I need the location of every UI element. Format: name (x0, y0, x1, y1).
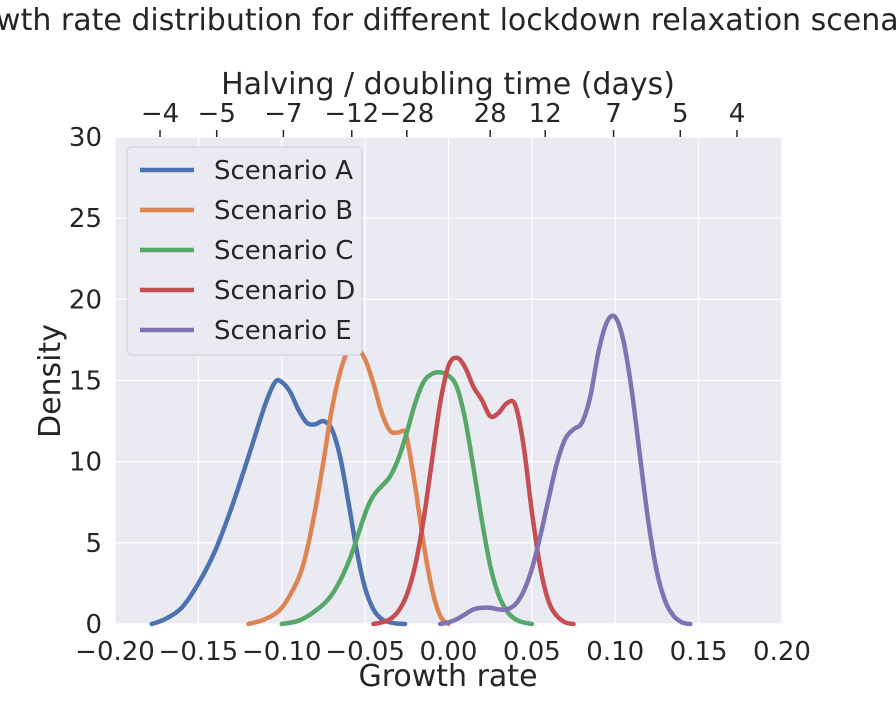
legend-frame (126, 146, 363, 356)
x-tick-label: 0.05 (503, 637, 561, 667)
y-tick-label: 5 (85, 529, 102, 559)
top-tick-label: 28 (474, 99, 507, 129)
x-tick-label: −0.20 (75, 637, 155, 667)
legend-entry-label: Scenario D (214, 276, 355, 306)
y-tick-label: 10 (69, 448, 102, 478)
x-tick-label: −0.05 (325, 637, 405, 667)
series-line-e (437, 313, 693, 627)
series-layer (149, 313, 693, 627)
legend-entry-label: Scenario E (214, 316, 352, 346)
y-axis-label: Density (33, 324, 68, 438)
series-line-a (149, 377, 408, 627)
series-line-c (279, 370, 535, 627)
top-tick-label: 12 (529, 99, 562, 129)
x-tick-label: 0.15 (670, 637, 728, 667)
top-tick-label: −7 (264, 99, 302, 129)
y-tick-label: 25 (69, 204, 102, 234)
top-tick-label: −28 (379, 99, 434, 129)
tick-layer: −0.20 −0.15 −0.10 −0.05 0.00 0.05 0.10 0.15 0.20… (69, 99, 811, 667)
series-line-b (246, 344, 451, 627)
x-tick-label: 0.00 (420, 637, 478, 667)
chart-title: Growth rate distribution for different l… (0, 3, 896, 38)
top-tick-label: 7 (605, 99, 622, 129)
x-tick-label: 0.10 (586, 637, 644, 667)
y-tick-label: 20 (69, 285, 102, 315)
x-tick-label: −0.15 (159, 637, 239, 667)
y-tick-label: 30 (69, 123, 102, 153)
top-tick-label: −5 (198, 99, 236, 129)
x-tick-label: −0.10 (242, 637, 322, 667)
y-tick-label: 15 (69, 367, 102, 397)
top-axis-label: Halving / doubling time (days) (221, 67, 675, 102)
y-tick-label: 0 (85, 610, 102, 640)
series-line-d (371, 355, 576, 627)
legend-entry-label: Scenario B (214, 196, 353, 226)
legend-entry-label: Scenario C (214, 236, 353, 266)
top-tick-label: −4 (141, 99, 179, 129)
top-tick-label: 5 (672, 99, 689, 129)
x-tick-label: 0.20 (753, 637, 811, 667)
top-tick-label: −12 (324, 99, 379, 129)
top-tick-label: 4 (729, 99, 746, 129)
legend-entry-label: Scenario A (214, 156, 353, 186)
x-axis-label: Growth rate (358, 659, 537, 694)
legend: Scenario A Scenario B Scenario C Scenario D… (126, 146, 363, 356)
